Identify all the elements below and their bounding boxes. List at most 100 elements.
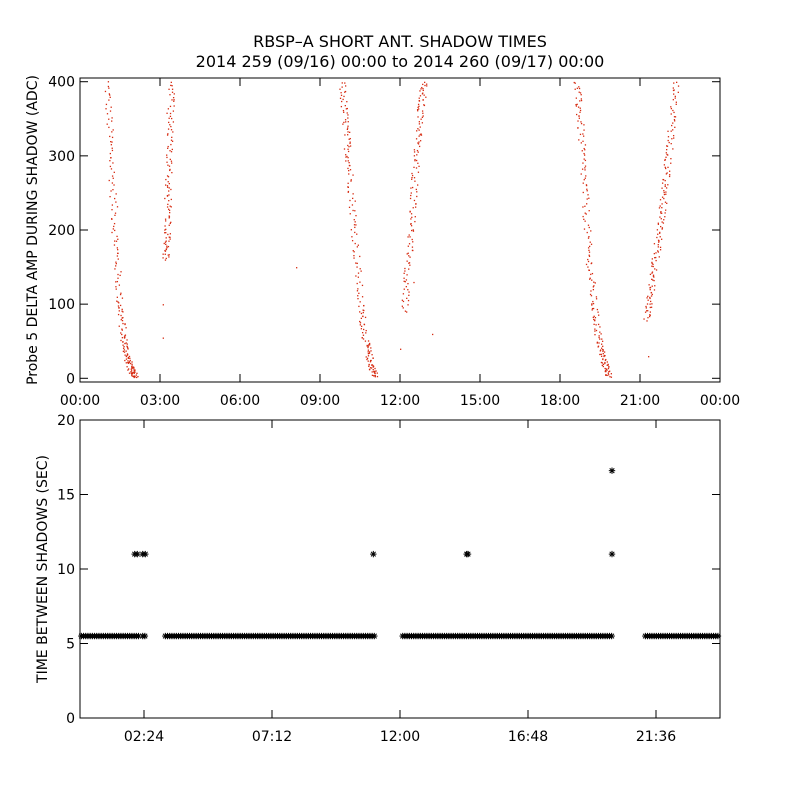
data-point <box>367 355 370 357</box>
data-point <box>164 184 167 186</box>
data-point <box>358 305 360 308</box>
data-point <box>664 166 666 169</box>
data-point <box>371 374 374 377</box>
data-point <box>662 222 665 224</box>
data-point <box>346 155 348 158</box>
data-point <box>582 140 584 142</box>
data-points <box>104 81 680 379</box>
data-point <box>352 193 354 195</box>
data-point <box>593 323 595 326</box>
data-point <box>646 303 649 305</box>
data-point <box>374 376 376 378</box>
data-point <box>367 351 369 353</box>
data-point <box>650 295 653 297</box>
data-point <box>577 120 579 122</box>
data-point <box>365 332 367 334</box>
data-point <box>647 299 649 301</box>
data-point <box>345 154 347 156</box>
data-point <box>117 305 120 307</box>
data-point <box>137 375 139 378</box>
data-point <box>370 367 373 369</box>
data-point <box>126 343 128 345</box>
data-point <box>651 278 653 280</box>
data-point <box>605 368 608 370</box>
data-point <box>672 148 674 150</box>
data-point <box>591 307 594 310</box>
data-point <box>419 90 421 92</box>
data-point <box>588 251 591 253</box>
data-point <box>579 92 582 94</box>
data-point <box>117 258 119 260</box>
data-point <box>668 175 671 178</box>
data-point <box>111 218 113 220</box>
data-point <box>418 99 420 102</box>
data-point <box>357 288 359 290</box>
data-point <box>135 374 138 376</box>
data-point <box>168 216 171 218</box>
data-point <box>360 270 362 272</box>
data-point <box>406 297 408 299</box>
data-point <box>167 254 169 256</box>
data-point <box>173 105 175 107</box>
data-point <box>597 323 600 326</box>
data-point <box>370 359 372 362</box>
data-point <box>364 340 367 342</box>
data-point <box>661 207 663 209</box>
data-point <box>111 149 114 152</box>
data-point <box>409 210 411 213</box>
data-point <box>402 307 404 309</box>
data-point <box>600 343 603 345</box>
data-point <box>603 355 605 358</box>
data-point <box>350 180 352 182</box>
data-point <box>360 328 363 330</box>
data-point <box>122 322 124 325</box>
data-point <box>345 108 348 110</box>
data-point <box>583 228 586 230</box>
data-point <box>114 268 116 270</box>
data-point <box>649 306 651 309</box>
data-point <box>353 257 355 259</box>
data-point <box>126 339 128 341</box>
data-point <box>714 632 722 640</box>
data-point <box>341 82 343 84</box>
data-point <box>347 167 349 170</box>
data-point <box>369 361 372 363</box>
data-point <box>128 372 131 374</box>
data-point <box>172 131 174 133</box>
data-point <box>117 273 119 276</box>
y-tick-label: 20 <box>57 413 75 429</box>
series-1 <box>104 81 139 379</box>
data-point <box>171 136 173 139</box>
data-point <box>410 213 413 215</box>
data-point <box>376 372 378 374</box>
data-point <box>665 187 668 189</box>
data-point <box>169 168 171 171</box>
data-point <box>113 197 116 200</box>
data-point <box>651 261 653 264</box>
data-point <box>604 370 607 372</box>
data-point <box>414 206 417 208</box>
data-point <box>421 93 424 95</box>
data-point <box>654 285 656 287</box>
data-point <box>586 190 588 192</box>
data-point <box>659 246 662 249</box>
data-point <box>669 174 671 176</box>
data-point <box>656 236 658 239</box>
data-point <box>348 170 350 172</box>
data-point <box>591 279 593 281</box>
data-point <box>124 342 126 345</box>
data-point <box>575 104 577 106</box>
data-point <box>580 98 583 100</box>
data-point <box>169 236 171 238</box>
data-point <box>584 220 586 222</box>
data-point <box>645 307 647 309</box>
data-point <box>120 292 122 294</box>
data-point <box>582 215 584 218</box>
data-point <box>584 169 586 171</box>
data-point <box>587 194 589 196</box>
data-point <box>411 238 413 241</box>
data-point <box>349 137 351 140</box>
data-point <box>164 259 167 261</box>
data-point <box>410 223 412 225</box>
data-point <box>168 240 170 242</box>
